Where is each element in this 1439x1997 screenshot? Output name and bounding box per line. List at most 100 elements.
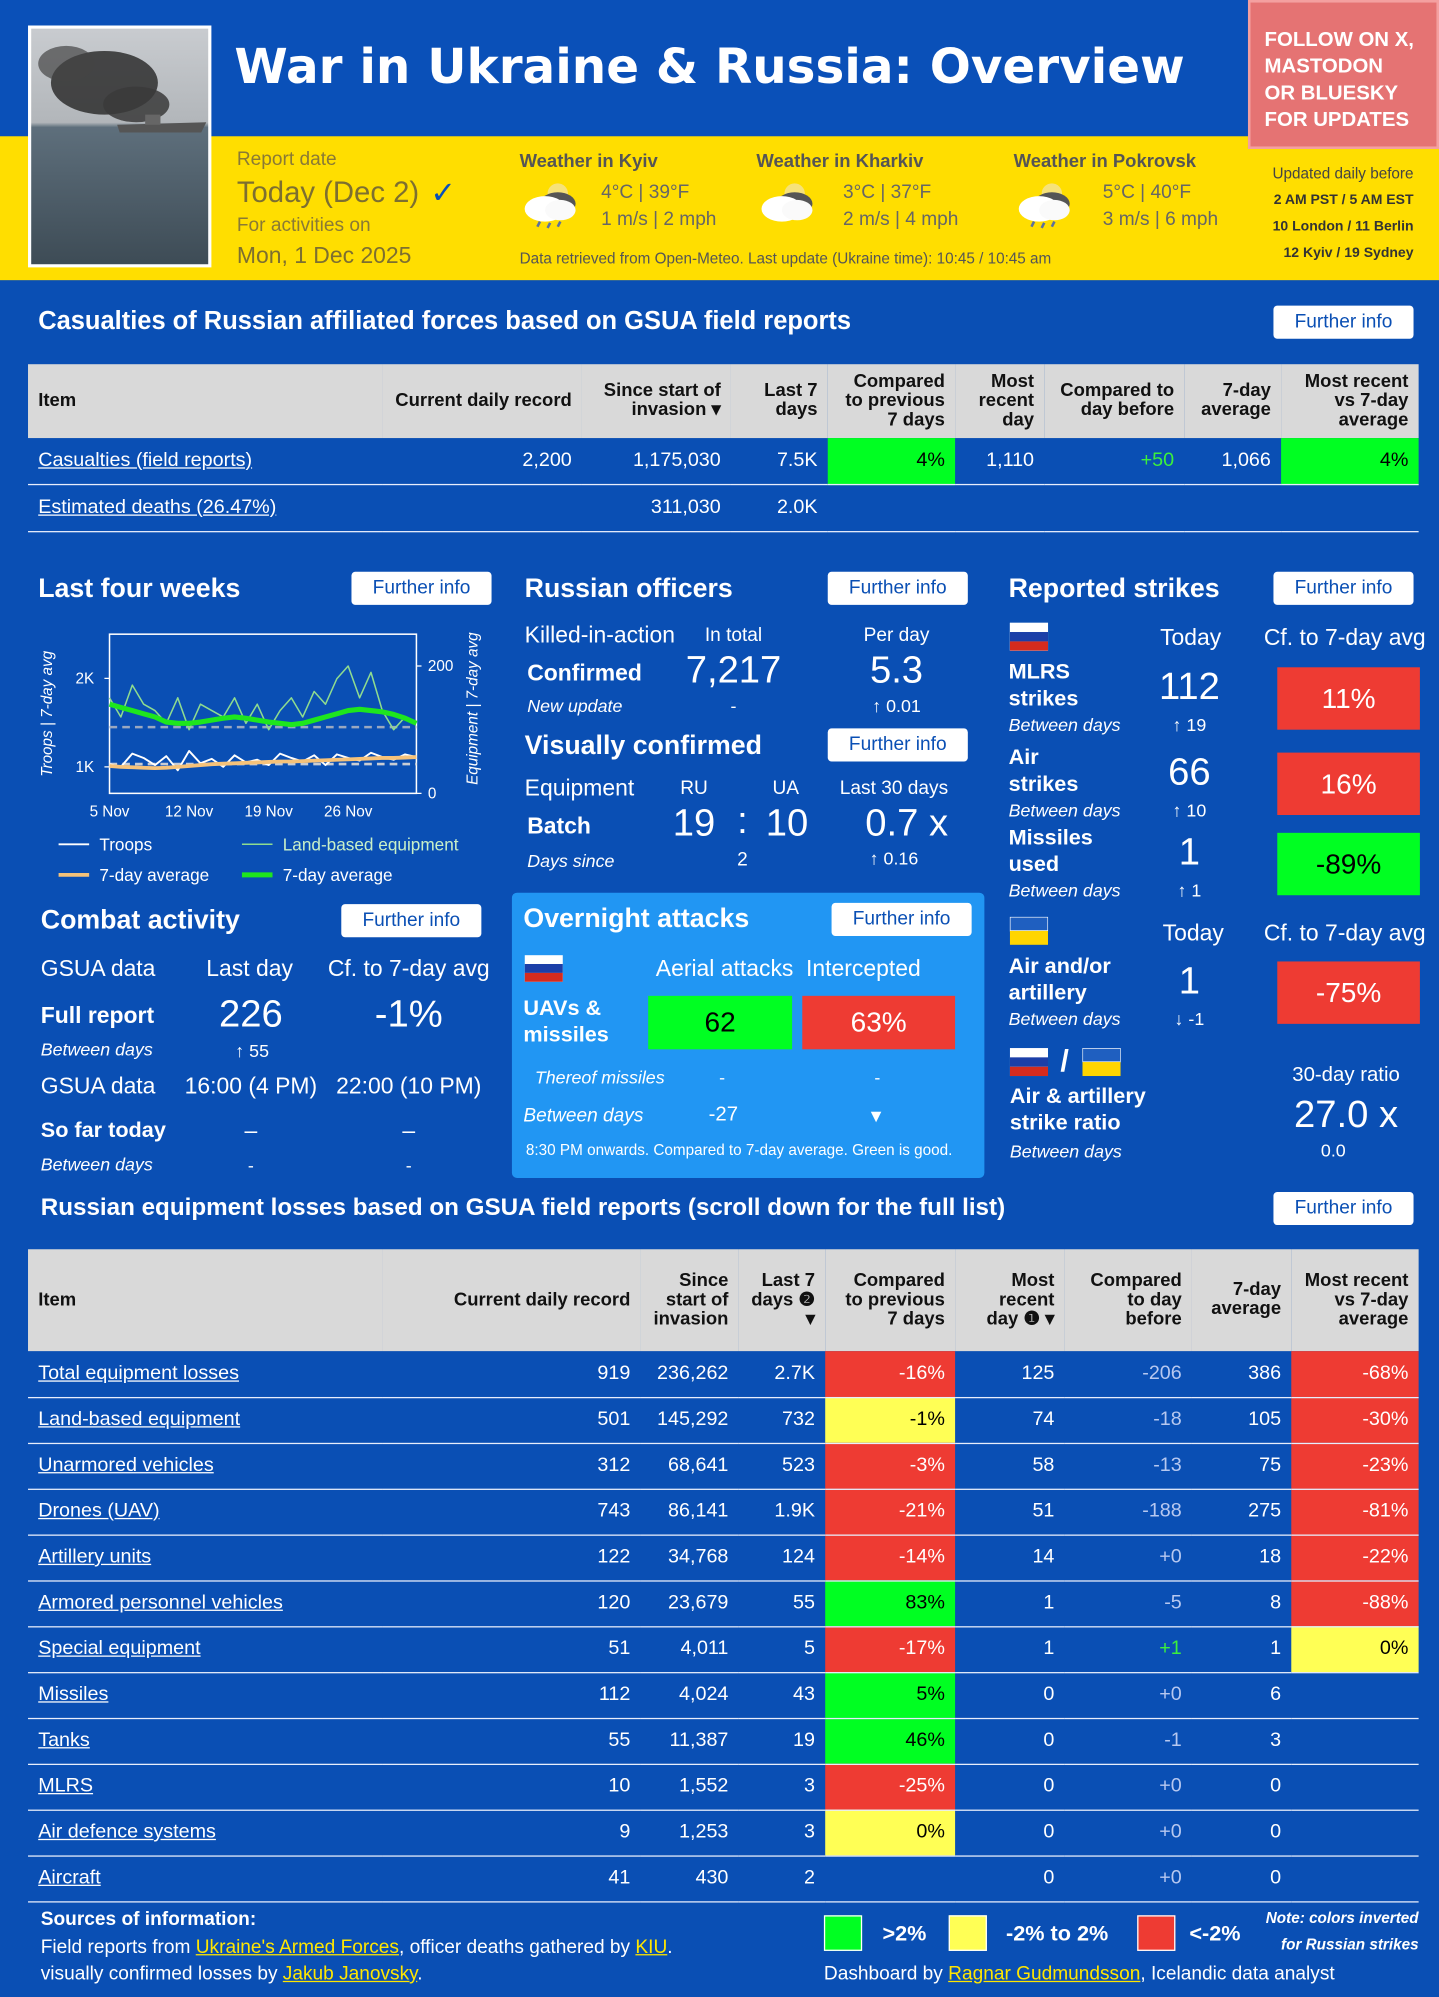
item-link[interactable]: MLRS <box>38 1775 94 1797</box>
table-row: Total equipment losses 919 236,262 2.7K -16%… <box>28 1351 1419 1398</box>
table-row: Artillery units 122 34,768 124 -14% 14 +0 18 -22… <box>28 1534 1419 1581</box>
further-info-button[interactable]: Further info <box>1273 571 1414 605</box>
further-info-button[interactable]: Further info <box>341 904 482 938</box>
further-info-button[interactable]: Further info <box>827 728 968 762</box>
legend-swatch <box>948 1915 987 1951</box>
table-cell: 1 <box>955 1626 1065 1673</box>
table-cell: Casualties (field reports) <box>28 438 383 486</box>
value: 226 <box>218 993 283 1036</box>
further-info-button[interactable]: Further info <box>827 571 968 605</box>
table-cell: 0 <box>1191 1763 1292 1811</box>
table-row: Unarmored vehicles 312 68,641 523 -3% 58 -13 75… <box>28 1442 1419 1490</box>
table-cell: 1,175,030 <box>581 438 731 486</box>
item-link[interactable]: Drones (UAV) <box>38 1500 160 1522</box>
table-cell: +0 <box>1064 1534 1192 1581</box>
activities-date: Mon, 1 Dec 2025 <box>236 242 412 269</box>
row-label: Between days <box>523 1104 644 1127</box>
table-row: Land-based equipment 501 145,292 732 -1% 74 -1… <box>28 1396 1419 1444</box>
item-link[interactable]: Tanks <box>38 1729 90 1751</box>
further-info-button[interactable]: Further info <box>1273 305 1414 339</box>
item-link[interactable]: Aircraft <box>38 1866 101 1889</box>
row-label: UAVs & <box>523 995 602 1021</box>
row-label: used <box>1008 851 1060 877</box>
table-cell: 55 <box>738 1580 826 1627</box>
table-cell: -81% <box>1291 1488 1419 1536</box>
table-cell: 0 <box>955 1763 1065 1811</box>
table-cell: 919 <box>382 1351 641 1398</box>
legend-label: -2% to 2% <box>1006 1921 1109 1946</box>
column-header: Most recent vs 7-day average <box>1291 1249 1419 1352</box>
label: Equipment <box>524 774 635 801</box>
column-header: Item <box>28 364 383 439</box>
table-cell: 34,768 <box>640 1534 739 1581</box>
item-link[interactable]: Artillery units <box>38 1545 152 1568</box>
weather-note: Data retrieved from Open-Meteo. Last upd… <box>519 249 1052 268</box>
table-cell: Missiles <box>28 1672 383 1719</box>
link[interactable]: Ragnar Gudmundsson <box>948 1963 1141 1985</box>
table-cell: 523 <box>738 1442 826 1490</box>
table-cell: 46% <box>825 1717 956 1765</box>
russian-flag <box>524 955 563 982</box>
table-cell: +50 <box>1044 438 1185 486</box>
further-info-button[interactable]: Further info <box>351 571 492 605</box>
table-cell: 5 <box>738 1626 826 1673</box>
link[interactable]: Jakub Janovsky <box>282 1963 418 1985</box>
column-header: Last 7 days <box>730 364 828 439</box>
table-cell: Tanks <box>28 1717 383 1765</box>
table-cell: -18 <box>1064 1396 1192 1444</box>
column-label: Aerial attacks <box>655 955 794 982</box>
report-date: Today (Dec 2) <box>236 175 420 209</box>
column-header: Current daily record <box>382 364 582 439</box>
y-tick-label: 2K <box>76 670 95 687</box>
weather-temp: 5°C | 40°F <box>1102 181 1192 204</box>
column-header: Compared to day before <box>1064 1249 1192 1352</box>
item-link[interactable]: Estimated deaths (26.47%) <box>38 496 277 518</box>
value: 2 <box>737 848 748 871</box>
y-axis-label: Troops | 7-day avg <box>39 650 56 776</box>
section-title: Russian officers <box>524 574 733 604</box>
comparison-box: 11% <box>1277 667 1420 730</box>
item-link[interactable]: Special equipment <box>38 1637 201 1660</box>
further-info-button[interactable]: Further info <box>1273 1191 1414 1226</box>
item-link[interactable]: Air defence systems <box>38 1821 216 1843</box>
table-cell: 1,066 <box>1184 438 1282 486</box>
follow-text: FOLLOW ON X, <box>1264 29 1414 51</box>
item-link[interactable]: Casualties (field reports) <box>38 449 253 472</box>
table-cell: 124 <box>738 1534 826 1581</box>
header-row: Item Current daily record Since start of i… <box>28 1249 1419 1352</box>
table-cell: +0 <box>1064 1672 1192 1719</box>
value: 19 <box>672 802 716 845</box>
updated-text: Updated daily before <box>1272 164 1414 183</box>
table-row: Special equipment 51 4,011 5 -17% 1 +1 1 0% <box>28 1626 1419 1673</box>
column-header: Compared to previous 7 days <box>825 1249 956 1352</box>
item-link[interactable]: Missiles <box>38 1683 109 1706</box>
value: - <box>874 1067 881 1088</box>
column-label: Cf. to 7-day avg <box>1263 624 1426 651</box>
item-link[interactable]: Land-based equipment <box>38 1408 241 1431</box>
sources-line: visually confirmed losses by Jakub Janov… <box>41 1963 423 1985</box>
item-link[interactable]: Armored personnel vehicles <box>38 1591 283 1614</box>
change: ↓ -1 <box>1174 1008 1205 1029</box>
link[interactable]: KIU <box>635 1936 668 1958</box>
row-label: Between days <box>1008 879 1121 901</box>
value: - <box>405 1155 412 1176</box>
legend-label: 7-day average <box>99 865 209 885</box>
section-title: Combat activity <box>40 905 240 935</box>
table-cell: Air defence systems <box>28 1809 383 1857</box>
section-title: Overnight attacks <box>523 904 750 934</box>
weather-icon <box>1018 183 1070 229</box>
item-link[interactable]: Total equipment losses <box>38 1362 239 1384</box>
comparison-box: -89% <box>1277 832 1420 896</box>
link[interactable]: Ukraine's Armed Forces <box>195 1936 399 1958</box>
legend-note: for Russian strikes <box>1281 1935 1419 1954</box>
further-info-button[interactable]: Further info <box>831 902 972 936</box>
section-title: Last four weeks <box>38 574 241 604</box>
x-tick-label: 5 Nov <box>90 803 130 820</box>
table-cell: Aircraft <box>28 1855 383 1902</box>
item-link[interactable]: Unarmored vehicles <box>38 1454 214 1476</box>
value: 7,217 <box>685 649 782 692</box>
table-cell: 0% <box>1291 1626 1419 1673</box>
text: . <box>667 1936 673 1958</box>
table-cell: +1 <box>1064 1626 1192 1673</box>
table-cell: 2.7K <box>738 1351 826 1398</box>
